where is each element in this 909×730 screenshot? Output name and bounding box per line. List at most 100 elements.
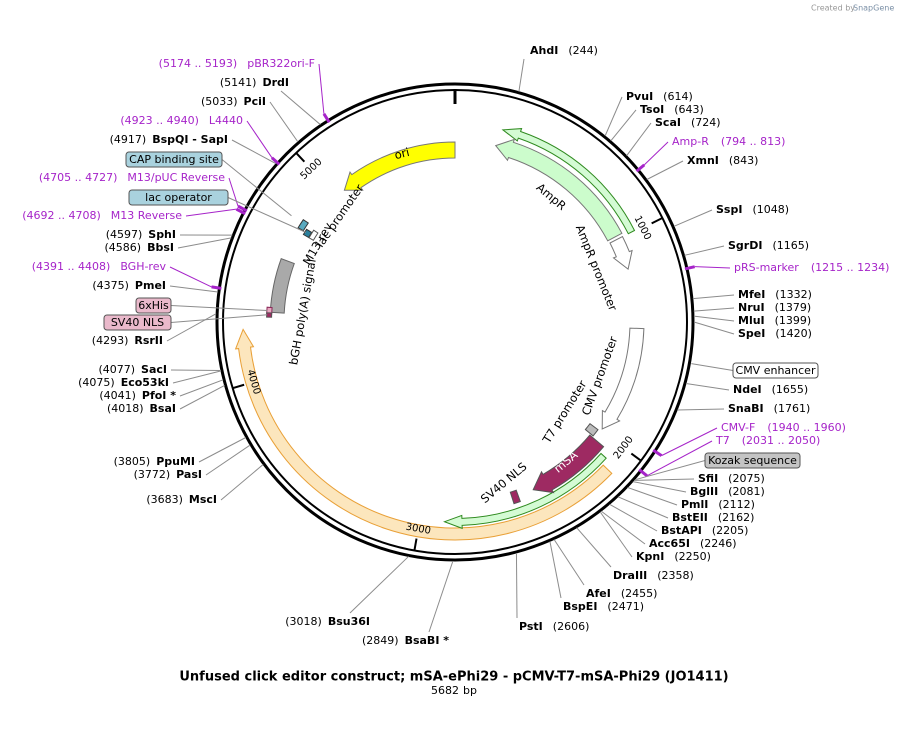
site-label: AhdI (244) (530, 44, 598, 57)
site-position: (4586) (105, 241, 142, 254)
site-name: ScaI (655, 116, 681, 129)
site-name: BsaBI * (405, 634, 450, 647)
site-label: (4077) SacI (98, 363, 167, 376)
primer-range: (4692 .. 4708) (22, 209, 101, 222)
feature-box (125, 151, 223, 168)
site-label: KpnI (2250) (636, 550, 711, 563)
site-label: PmlI (2112) (681, 498, 755, 511)
scale-label: 1000 (632, 214, 653, 242)
site-position: (2112) (718, 498, 755, 511)
site-position: (5033) (201, 95, 238, 108)
site-position: (1165) (772, 239, 809, 252)
site-position: (3018) (285, 615, 322, 628)
site-name: SpeI (738, 327, 765, 340)
scale-tick (232, 383, 245, 390)
scale-tick (295, 152, 306, 163)
leader-line (280, 90, 321, 125)
site-position: (2081) (728, 485, 765, 498)
site-name: SnaBI (728, 402, 764, 415)
leader-line (633, 478, 695, 481)
leader-line (673, 209, 713, 227)
primer-mark (638, 468, 648, 477)
leader-line (677, 408, 725, 411)
site-name: MfeI (738, 288, 765, 301)
site-position: (2075) (728, 472, 765, 485)
primer-name: pBR322ori-F (247, 57, 315, 70)
leader-line (177, 237, 232, 249)
site-name: BglII (690, 485, 718, 498)
site-name: TsoI (640, 103, 664, 116)
site-label: (3018) Bsu36I (285, 615, 370, 628)
feature-box-label: SV40 NLS (111, 316, 164, 329)
leader-line (599, 511, 633, 558)
leader-line (227, 197, 307, 233)
site-position: (2849) (362, 634, 399, 647)
leader-line (179, 385, 225, 410)
leader-line (617, 496, 669, 519)
site-position: (1399) (775, 314, 812, 327)
primer-mark (322, 113, 331, 124)
primer-mark (211, 285, 222, 290)
bgh-band (269, 258, 295, 314)
site-position: (3772) (134, 468, 171, 481)
site-name: AfeI (586, 587, 611, 600)
site-position: (1420) (775, 327, 812, 340)
site-name: PciI (244, 95, 266, 108)
site-position: (724) (691, 116, 721, 129)
primer-range: (1215 .. 1234) (811, 261, 890, 274)
site-position: (1048) (752, 203, 789, 216)
site-label: AfeI (2455) (586, 587, 657, 600)
leader-line (646, 160, 684, 180)
leader-line (172, 370, 222, 384)
site-position: (3805) (114, 455, 151, 468)
leader-line (635, 460, 706, 480)
site-name: BspQI - SapI (152, 133, 228, 146)
primer-label: T7 (2031 .. 2050) (715, 434, 820, 447)
site-label: (4597) SphI (106, 228, 176, 241)
site-label: NdeI (1655) (733, 383, 808, 396)
primer-label: pRS-marker (1215 .. 1234) (734, 261, 889, 274)
site-position: (4597) (106, 228, 143, 241)
site-name: Eco53kI (121, 376, 169, 389)
feature-box-label: Kozak sequence (708, 454, 797, 467)
primer-name: Amp-R (672, 135, 709, 148)
site-name: BbsI (147, 241, 174, 254)
site-label: (4375) PmeI (92, 279, 166, 292)
primer-range: (2031 .. 2050) (742, 434, 821, 447)
leader-line (694, 266, 731, 269)
site-name: PvuI (626, 90, 653, 103)
site-name: RsrII (134, 334, 163, 347)
site-position: (5141) (220, 76, 257, 89)
site-name: MluI (738, 314, 765, 327)
site-name: Acc65I (649, 537, 690, 550)
site-label: MluI (1399) (738, 314, 811, 327)
leader-line (553, 539, 585, 586)
feature-label: ori (393, 145, 411, 162)
site-label: PvuI (614) (626, 90, 693, 103)
size-value: 5682 (431, 684, 459, 697)
site-label: DraIII (2358) (613, 569, 694, 582)
primer-label: (4705 .. 4727) M13/pUC Reverse (39, 171, 225, 184)
ampr-promoter-arrow (609, 235, 633, 270)
primer-range: (4705 .. 4727) (39, 171, 118, 184)
primer-range: (4391 .. 4408) (32, 260, 111, 273)
scale-tick (630, 452, 642, 462)
site-label: BstEII (2162) (672, 511, 754, 524)
site-label: XmnI (843) (687, 154, 758, 167)
site-label: BglII (2081) (690, 485, 765, 498)
brand: SnapGene (853, 4, 894, 13)
primer-mark (237, 204, 248, 213)
site-position: (2246) (700, 537, 737, 550)
lac-promoter-mark (308, 229, 319, 241)
site-label: SgrDI (1165) (728, 239, 809, 252)
primer-mark (652, 448, 663, 457)
cmv-promoter-arrow (601, 327, 645, 430)
primer-mark (684, 265, 696, 271)
ampr-band (501, 128, 636, 235)
site-position: (4917) (110, 133, 147, 146)
site-position: (2205) (712, 524, 749, 537)
site-name: PfoI * (142, 389, 176, 402)
primer-name: L4440 (209, 114, 243, 127)
leader-line (643, 141, 669, 166)
